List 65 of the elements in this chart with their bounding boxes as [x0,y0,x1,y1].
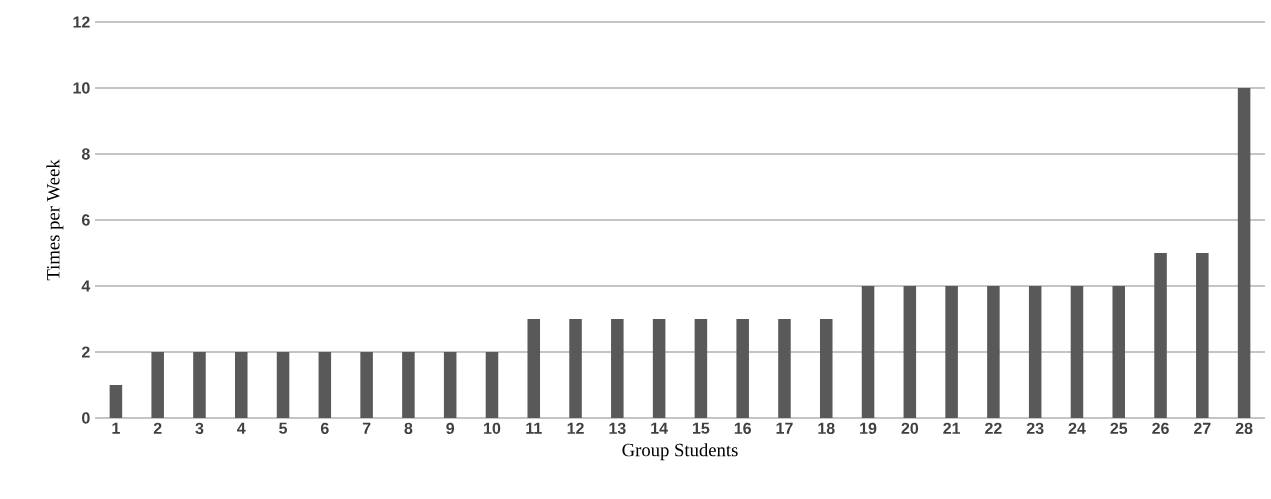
x-axis-title: Group Students [622,443,738,461]
bar [527,318,541,418]
x-tick-label: 18 [818,422,835,435]
x-tick-label: 8 [404,422,413,435]
x-tick-label: 26 [1152,422,1169,435]
bar [903,285,917,418]
y-tick-label: 0 [82,412,90,424]
x-tick-label: 13 [609,422,626,435]
bar [819,318,833,418]
bar [360,351,373,418]
x-tick-label: 9 [446,422,455,435]
bar [1196,252,1209,418]
x-tick-label: 22 [985,422,1002,434]
x-tick-label: 25 [1110,422,1128,435]
bar [151,351,164,418]
bar [987,285,1000,418]
bar [1070,285,1084,418]
x-tick-label: 3 [195,422,204,435]
x-tick-label: 11 [526,422,542,434]
bar [778,318,791,418]
x-tick-label: 14 [651,422,668,434]
y-tick-label: 10 [73,82,90,94]
bar [861,285,875,418]
x-tick-label: 20 [901,422,919,435]
y-tick-label: 6 [81,214,90,226]
x-tick-label: 5 [279,422,288,434]
x-tick-label: 17 [776,422,793,434]
bar [234,351,248,418]
x-tick-label: 24 [1068,422,1086,434]
bar [276,351,290,418]
x-tick-label: 15 [693,422,710,434]
x-tick-label: 28 [1235,422,1253,435]
x-tick-label: 1 [112,422,120,434]
x-tick-label: 6 [320,422,329,435]
x-tick-label: 7 [362,422,371,434]
bar [1028,285,1042,418]
x-tick-label: 4 [237,422,246,434]
x-tick-label: 16 [734,422,751,435]
x-tick-label: 19 [860,422,877,435]
x-tick-label: 10 [484,422,501,435]
bar [109,384,123,418]
y-tick-label: 4 [81,280,91,292]
bar [193,351,206,418]
bar [1237,87,1251,418]
x-tick-label: 2 [153,422,162,434]
bar [1154,252,1167,418]
x-tick-label: 21 [943,422,961,434]
bar [736,318,749,418]
bar [443,351,457,418]
x-tick-label: 12 [567,422,584,434]
bar [485,351,499,418]
bar [945,285,958,418]
bar [652,318,666,418]
bar [569,318,582,418]
y-tick-label: 2 [81,346,90,358]
y-axis-title: Times per Week [46,159,64,281]
bar [318,351,332,418]
y-tick-label: 8 [81,148,90,160]
bar [611,318,624,418]
bar [1112,285,1126,418]
bar [402,351,415,418]
bar [694,318,708,418]
y-tick-label: 12 [73,16,90,28]
x-tick-label: 27 [1193,422,1211,434]
x-tick-label: 23 [1026,422,1044,435]
